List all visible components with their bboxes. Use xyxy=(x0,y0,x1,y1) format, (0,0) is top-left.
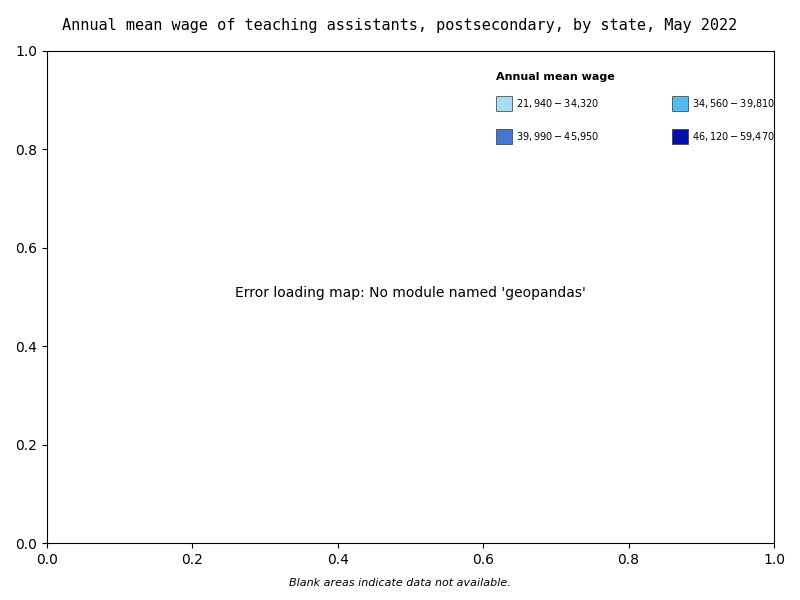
Text: Error loading map: No module named 'geopandas': Error loading map: No module named 'geop… xyxy=(235,286,586,300)
Text: $21,940 - $34,320: $21,940 - $34,320 xyxy=(516,97,599,110)
Text: Annual mean wage of teaching assistants, postsecondary, by state, May 2022: Annual mean wage of teaching assistants,… xyxy=(62,18,738,33)
Text: Annual mean wage: Annual mean wage xyxy=(496,72,614,82)
Text: $34,560 - $39,810: $34,560 - $39,810 xyxy=(692,97,775,110)
Text: $46,120 - $59,470: $46,120 - $59,470 xyxy=(692,130,775,143)
Text: Blank areas indicate data not available.: Blank areas indicate data not available. xyxy=(289,578,511,588)
Text: $39,990 - $45,950: $39,990 - $45,950 xyxy=(516,130,599,143)
